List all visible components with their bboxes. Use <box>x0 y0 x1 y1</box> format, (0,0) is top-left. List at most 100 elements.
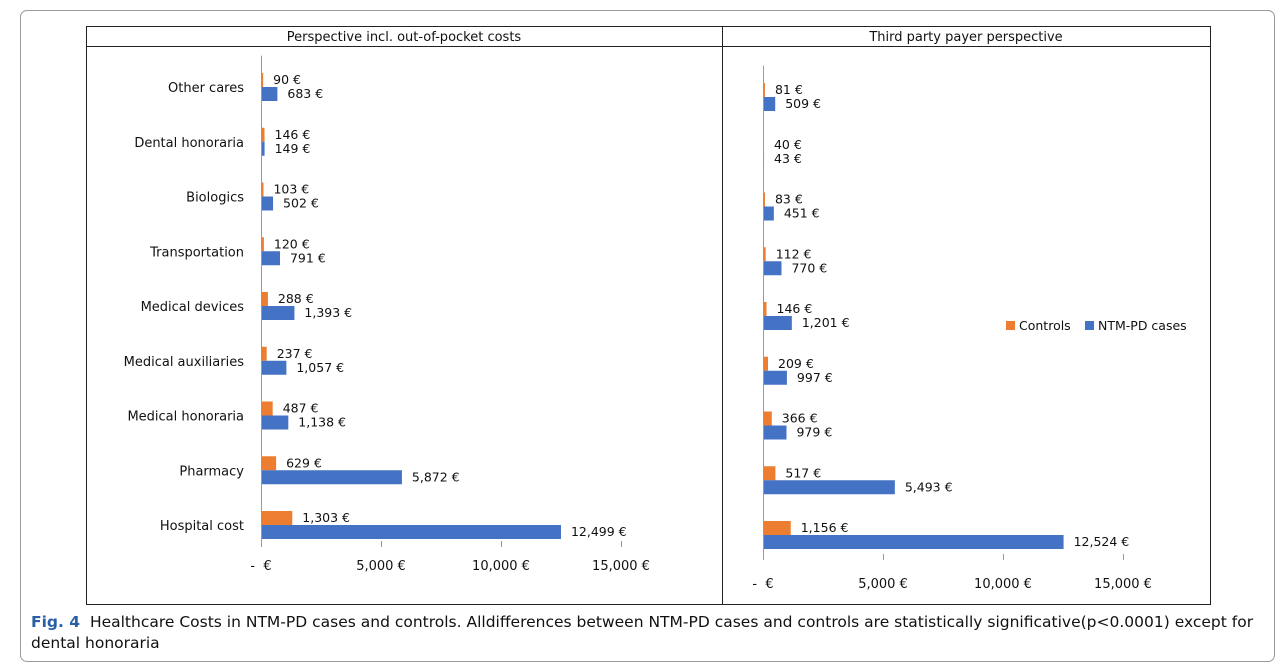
bar-ntm-pd-cases-medical-auxiliaries <box>261 360 287 375</box>
data-label-ntm-pd-cases: 1,057 € <box>296 360 344 375</box>
bar-controls-7 <box>763 466 776 481</box>
data-label-ntm-pd-cases: 791 € <box>290 250 326 265</box>
data-label-ntm-pd-cases: 451 € <box>784 206 820 221</box>
data-label-ntm-pd-cases: 1,393 € <box>304 305 352 320</box>
bar-controls-hospital-cost <box>261 511 293 525</box>
category-label-medical-honoraria: Medical honoraria <box>127 410 244 425</box>
x-tick-label: - € <box>752 577 773 592</box>
bar-ntm-pd-cases-transportation <box>261 251 280 266</box>
data-label-ntm-pd-cases: 502 € <box>283 196 319 211</box>
bar-controls-medical-honoraria <box>261 401 273 416</box>
data-label-controls: 146 € <box>777 301 813 316</box>
bar-ntm-pd-cases-medical-devices <box>261 306 295 320</box>
x-tick-label: 15,000 € <box>592 559 650 574</box>
data-label-controls: 40 € <box>774 137 802 152</box>
bar-controls-3 <box>763 247 766 262</box>
bar-controls-4 <box>763 302 767 316</box>
data-label-ntm-pd-cases: 12,524 € <box>1074 534 1130 549</box>
data-label-ntm-pd-cases: 979 € <box>796 425 832 440</box>
category-label-transportation: Transportation <box>149 245 244 260</box>
x-tick-label: 5,000 € <box>356 559 406 574</box>
figure-caption: Fig. 4 Healthcare Costs in NTM-PD cases … <box>31 612 1276 654</box>
bar-ntm-pd-cases-3 <box>763 261 782 276</box>
data-label-controls: 112 € <box>776 246 812 261</box>
legend-swatch-ntm-pd-cases <box>1085 321 1094 330</box>
data-label-controls: 209 € <box>778 356 814 371</box>
data-label-ntm-pd-cases: 770 € <box>791 260 827 275</box>
data-label-controls: 517 € <box>785 465 821 480</box>
legend-label-controls: Controls <box>1019 318 1071 333</box>
category-label-biologics: Biologics <box>186 191 244 206</box>
legend-swatch-controls <box>1006 321 1015 330</box>
data-label-controls: 146 € <box>275 127 311 142</box>
data-label-ntm-pd-cases: 997 € <box>797 370 833 385</box>
figure-caption-text: Healthcare Costs in NTM-PD cases and con… <box>31 613 1254 652</box>
data-label-controls: 487 € <box>283 401 319 416</box>
data-label-ntm-pd-cases: 5,493 € <box>905 479 953 494</box>
data-label-ntm-pd-cases: 509 € <box>785 96 821 111</box>
data-label-controls: 1,303 € <box>302 510 350 525</box>
data-label-ntm-pd-cases: 1,138 € <box>298 415 346 430</box>
category-label-pharmacy: Pharmacy <box>179 464 244 479</box>
bar-controls-medical-devices <box>261 292 268 306</box>
data-label-ntm-pd-cases: 12,499 € <box>571 524 627 539</box>
bar-controls-dental-honoraria <box>261 127 265 142</box>
bar-controls-pharmacy <box>261 456 277 471</box>
x-tick-label: 10,000 € <box>974 577 1032 592</box>
data-label-controls: 90 € <box>273 72 301 87</box>
figure-label: Fig. 4 <box>31 613 81 631</box>
legend-label-ntm-pd-cases: NTM-PD cases <box>1098 318 1187 333</box>
bar-controls-8 <box>763 521 791 535</box>
x-tick-label: - € <box>250 559 271 574</box>
bar-ntm-pd-cases-biologics <box>261 196 274 211</box>
bar-ntm-pd-cases-dental-honoraria <box>261 141 265 156</box>
data-label-controls: 120 € <box>274 236 310 251</box>
x-tick-label: 15,000 € <box>1094 577 1152 592</box>
panel-2-title: Third party payer perspective <box>868 30 1062 45</box>
figure-frame <box>20 10 1275 662</box>
bar-controls-biologics <box>261 182 264 197</box>
category-label-medical-auxiliaries: Medical auxiliaries <box>124 355 245 370</box>
bar-controls-other-cares <box>261 73 264 87</box>
table-lines <box>86 26 1211 605</box>
legend: Controls NTM-PD cases <box>1006 318 1187 333</box>
x-tick-label: 10,000 € <box>472 559 530 574</box>
bar-ntm-pd-cases-hospital-cost <box>261 525 561 539</box>
bar-ntm-pd-cases-5 <box>763 370 787 385</box>
bar-controls-medical-auxiliaries <box>261 346 267 361</box>
data-label-controls: 629 € <box>286 455 322 470</box>
panel-1-plot: Other cares 90 €683 € Dental honoraria 146 … <box>124 55 650 574</box>
bar-ntm-pd-cases-7 <box>763 480 895 495</box>
data-label-ntm-pd-cases: 149 € <box>275 141 311 156</box>
bar-ntm-pd-cases-2 <box>763 206 774 221</box>
category-label-dental-honoraria: Dental honoraria <box>134 136 244 151</box>
bar-ntm-pd-cases-other-cares <box>261 87 278 101</box>
data-label-ntm-pd-cases: 43 € <box>774 151 802 166</box>
x-tick-label: 5,000 € <box>858 577 908 592</box>
bar-ntm-pd-cases-medical-honoraria <box>261 415 289 430</box>
category-label-medical-devices: Medical devices <box>141 300 245 315</box>
bar-controls-5 <box>763 356 769 371</box>
bar-ntm-pd-cases-0 <box>763 97 776 111</box>
panel-2-plot: 81 €509 € 40 €43 € 83 €451 € 112 €770 € 146 … <box>752 65 1152 592</box>
bar-ntm-pd-cases-pharmacy <box>261 470 402 485</box>
category-label-hospital-cost: Hospital cost <box>160 519 244 534</box>
panel-1-title: Perspective incl. out-of-pocket costs <box>287 30 522 45</box>
data-label-ntm-pd-cases: 683 € <box>287 86 323 101</box>
category-label-other-cares: Other cares <box>168 81 244 96</box>
data-label-controls: 1,156 € <box>801 520 849 535</box>
data-label-ntm-pd-cases: 1,201 € <box>802 315 850 330</box>
bar-controls-transportation <box>261 237 264 252</box>
figure-chart: Perspective incl. out-of-pocket costs Th… <box>86 26 1211 605</box>
data-label-controls: 237 € <box>277 346 313 361</box>
data-label-controls: 83 € <box>775 192 803 207</box>
bar-ntm-pd-cases-8 <box>763 535 1064 549</box>
bar-controls-6 <box>763 411 772 426</box>
data-label-controls: 81 € <box>775 82 803 97</box>
data-label-controls: 288 € <box>278 291 314 306</box>
data-label-controls: 366 € <box>782 411 818 426</box>
data-label-controls: 103 € <box>273 182 309 197</box>
bar-ntm-pd-cases-4 <box>763 316 792 330</box>
data-label-ntm-pd-cases: 5,872 € <box>412 469 460 484</box>
bar-ntm-pd-cases-6 <box>763 425 787 440</box>
